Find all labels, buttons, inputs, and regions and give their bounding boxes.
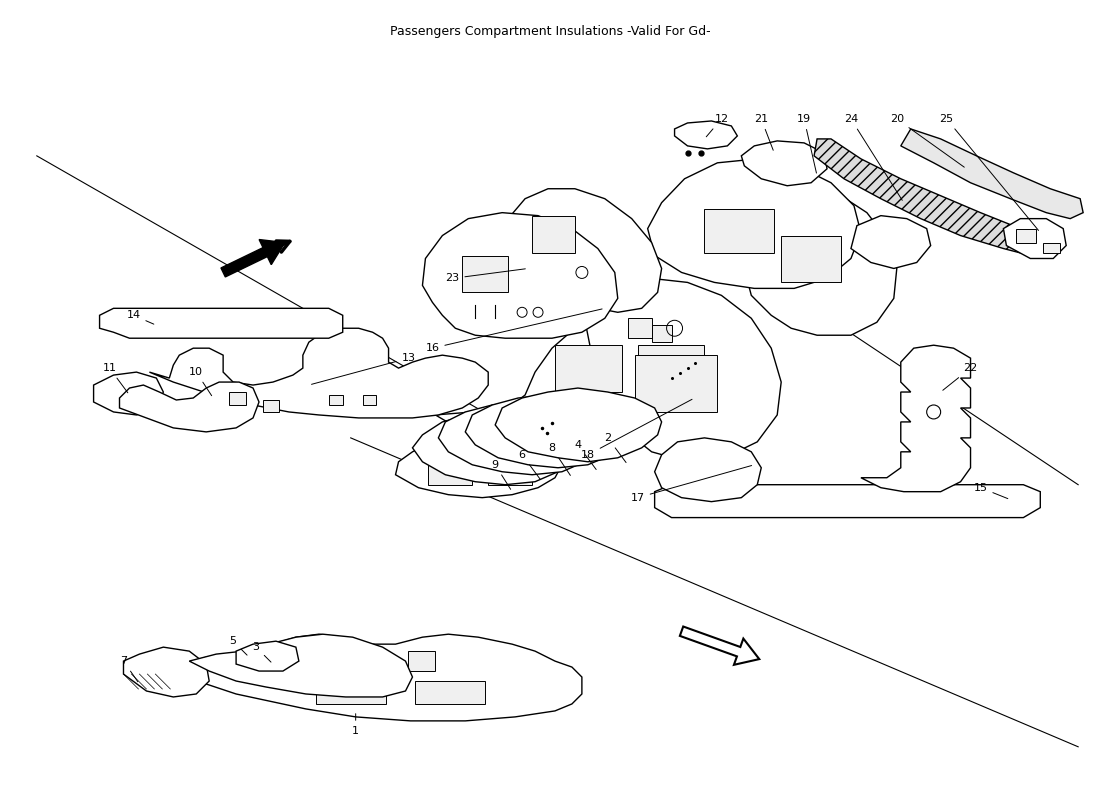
Text: 4: 4 [574,440,596,470]
Polygon shape [363,395,375,405]
Polygon shape [408,651,436,671]
Polygon shape [123,647,209,697]
Text: 13: 13 [311,353,416,384]
Polygon shape [428,462,472,485]
Text: 21: 21 [755,114,773,150]
Text: 2: 2 [604,433,626,462]
Polygon shape [1016,229,1036,242]
Polygon shape [422,213,618,338]
Polygon shape [329,395,343,405]
Polygon shape [436,298,771,435]
Text: 15: 15 [974,482,1008,498]
Text: Passengers Compartment Insulations -Valid For Gd-: Passengers Compartment Insulations -Vali… [389,26,711,38]
Polygon shape [488,462,532,485]
Polygon shape [396,432,562,498]
Polygon shape [316,681,386,704]
FancyArrow shape [221,239,285,277]
Polygon shape [412,412,578,485]
Text: 19: 19 [798,114,816,173]
Text: 14: 14 [126,310,154,324]
Text: 16: 16 [426,309,602,353]
Polygon shape [654,438,761,502]
Text: 3: 3 [253,642,271,662]
FancyArrow shape [680,626,759,665]
Text: 5: 5 [230,636,248,655]
Polygon shape [100,308,343,338]
Polygon shape [745,189,896,335]
Polygon shape [416,681,485,704]
Text: 8: 8 [549,443,571,475]
Text: 11: 11 [102,363,128,393]
Polygon shape [638,345,704,392]
Polygon shape [901,129,1084,218]
Polygon shape [781,235,842,282]
Text: 17: 17 [630,466,751,502]
Text: 22: 22 [943,363,978,390]
Polygon shape [503,189,661,312]
Polygon shape [651,326,672,342]
Polygon shape [229,392,246,405]
Polygon shape [556,345,622,392]
Text: 9: 9 [492,460,510,490]
Text: 23: 23 [446,269,526,283]
Polygon shape [1043,242,1060,253]
Polygon shape [628,318,651,338]
Text: 7: 7 [120,656,138,682]
Polygon shape [582,278,781,462]
Polygon shape [176,634,582,721]
Polygon shape [635,355,717,412]
Polygon shape [465,395,631,468]
Text: 18: 18 [581,399,692,460]
Polygon shape [120,382,258,432]
Text: 25: 25 [939,114,1038,230]
Polygon shape [741,141,827,186]
Polygon shape [94,372,163,415]
Text: 24: 24 [844,114,902,200]
Polygon shape [861,345,970,492]
Polygon shape [532,216,575,253]
Polygon shape [814,139,1050,255]
Polygon shape [462,255,508,292]
Polygon shape [150,328,488,418]
Polygon shape [654,485,1041,518]
Polygon shape [1003,218,1066,258]
Polygon shape [236,641,299,671]
Polygon shape [674,121,737,149]
Text: 1: 1 [352,714,360,736]
Polygon shape [495,388,661,462]
Polygon shape [648,159,861,288]
Text: 6: 6 [518,450,540,479]
Text: 20: 20 [890,114,965,167]
Polygon shape [189,634,412,697]
Polygon shape [851,216,931,269]
Text: 12: 12 [706,114,728,137]
Polygon shape [263,400,279,412]
Text: 10: 10 [189,367,211,396]
Polygon shape [704,209,774,253]
Polygon shape [439,402,605,474]
